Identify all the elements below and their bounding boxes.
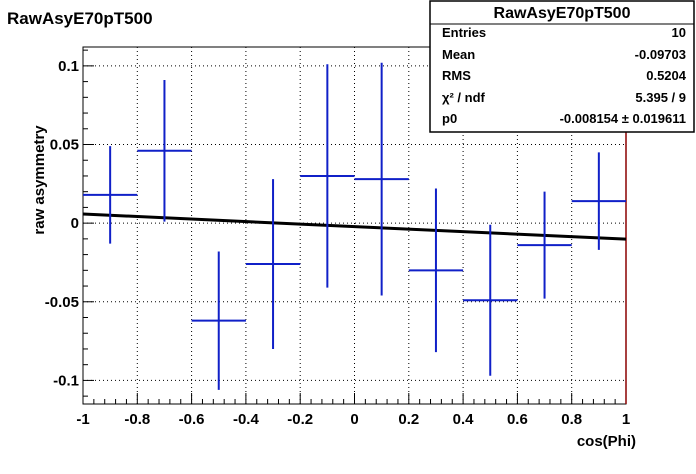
x-axis-title: cos(Phi) (577, 433, 636, 450)
stats-rows: Entries 10 Mean -0.09703 RMS 0.5204 χ² / ndf 5.… (442, 25, 687, 126)
data-points (83, 62, 626, 390)
stats-row-label: Mean (442, 47, 475, 62)
x-tick-label: -0.8 (124, 411, 150, 428)
x-tick-label: -0.2 (287, 411, 313, 428)
y-tick-labels: -0.1 -0.05 0 0.05 0.1 (45, 58, 79, 390)
data-point (245, 179, 301, 349)
data-point (191, 251, 246, 390)
y-tick-label: -0.05 (45, 294, 79, 311)
x-tick-label: 1 (622, 411, 630, 428)
y-tick-label: -0.1 (53, 372, 79, 389)
stats-row-value: 0.5204 (646, 68, 687, 83)
stats-box-frame (429, 0, 695, 133)
data-point (83, 146, 138, 244)
data-point (300, 64, 355, 288)
stats-box: RawAsyE70pT500 Entries 10 Mean -0.09703 RMS 0… (429, 0, 695, 133)
x-tick-labels: -1 -0.8 -0.6 -0.4 -0.2 0 0.2 0.4 0.6 0.8 1 (76, 411, 630, 428)
stats-row-label: RMS (442, 68, 471, 83)
data-point (463, 224, 518, 376)
y-tick-label: 0.1 (58, 58, 79, 75)
data-point (408, 188, 464, 353)
stats-box-title: RawAsyE70pT500 (494, 5, 631, 22)
y-axis-title: raw asymmetry (31, 125, 48, 235)
stats-row-label: Entries (442, 25, 486, 40)
x-tick-label: 0.4 (453, 411, 475, 428)
x-tick-label: -0.6 (179, 411, 205, 428)
stats-row-value: -0.09703 (635, 47, 686, 62)
fit-line (82, 212, 627, 241)
x-tick-label: 0.8 (561, 411, 582, 428)
stats-row-value: 10 (672, 25, 686, 40)
x-tick-label: -1 (76, 411, 89, 428)
data-point (571, 152, 626, 250)
x-tick-label: -0.4 (233, 411, 260, 428)
stats-row-label: p0 (442, 111, 457, 126)
x-tick-label: 0 (350, 411, 358, 428)
stats-row-value: 5.395 / 9 (635, 90, 686, 105)
data-point (137, 80, 192, 222)
stats-row-value: -0.008154 ± 0.019611 (560, 111, 686, 126)
fit-line-segment (82, 212, 627, 241)
chart-title: RawAsyE70pT500 (7, 9, 153, 28)
y-tick-label: 0.05 (50, 137, 79, 154)
y-tick-label: 0 (71, 215, 79, 232)
x-tick-label: 0.6 (507, 411, 528, 428)
data-point (354, 62, 409, 296)
x-tick-label: 0.2 (398, 411, 419, 428)
data-point (517, 191, 572, 299)
stats-row-label: χ² / ndf (442, 90, 486, 105)
